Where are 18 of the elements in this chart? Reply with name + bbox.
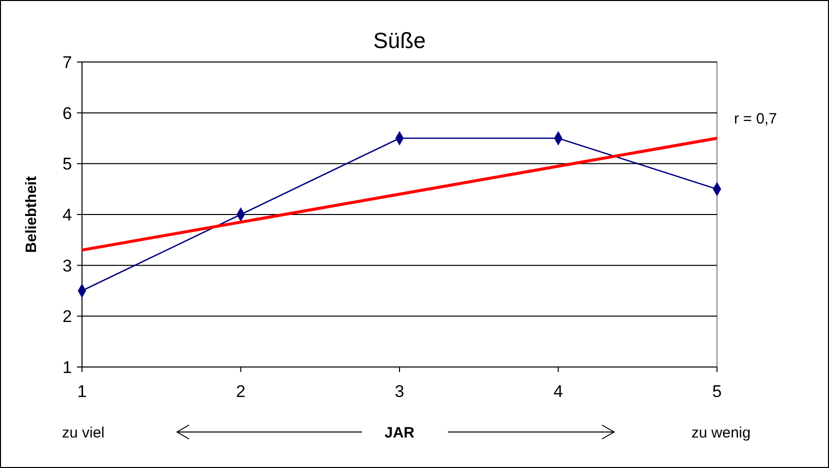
annotation: r = 0,7	[734, 110, 777, 128]
y-axis-title: Beliebtheit	[23, 176, 40, 253]
text: zu wenig	[691, 424, 751, 442]
y-tick-label: 7	[62, 52, 72, 72]
x-tick-label: 5	[712, 382, 722, 401]
x-tick-label: 4	[554, 382, 563, 401]
x-axis-title: JAR	[384, 424, 415, 442]
y-tick-label: 3	[62, 256, 72, 276]
y-tick-label: 6	[62, 104, 72, 123]
x-tick-label: 3	[394, 382, 404, 401]
chart-title: Süße	[373, 28, 426, 53]
x-tick-label: 1	[77, 382, 87, 401]
x-tick-label: 2	[236, 382, 246, 401]
y-tick-label: 5	[62, 154, 72, 174]
y-tick-label: 4	[62, 205, 72, 224]
y-tick-label: 1	[62, 358, 72, 377]
y-tick-label: 2	[62, 307, 72, 326]
text: zu viel	[62, 424, 105, 442]
